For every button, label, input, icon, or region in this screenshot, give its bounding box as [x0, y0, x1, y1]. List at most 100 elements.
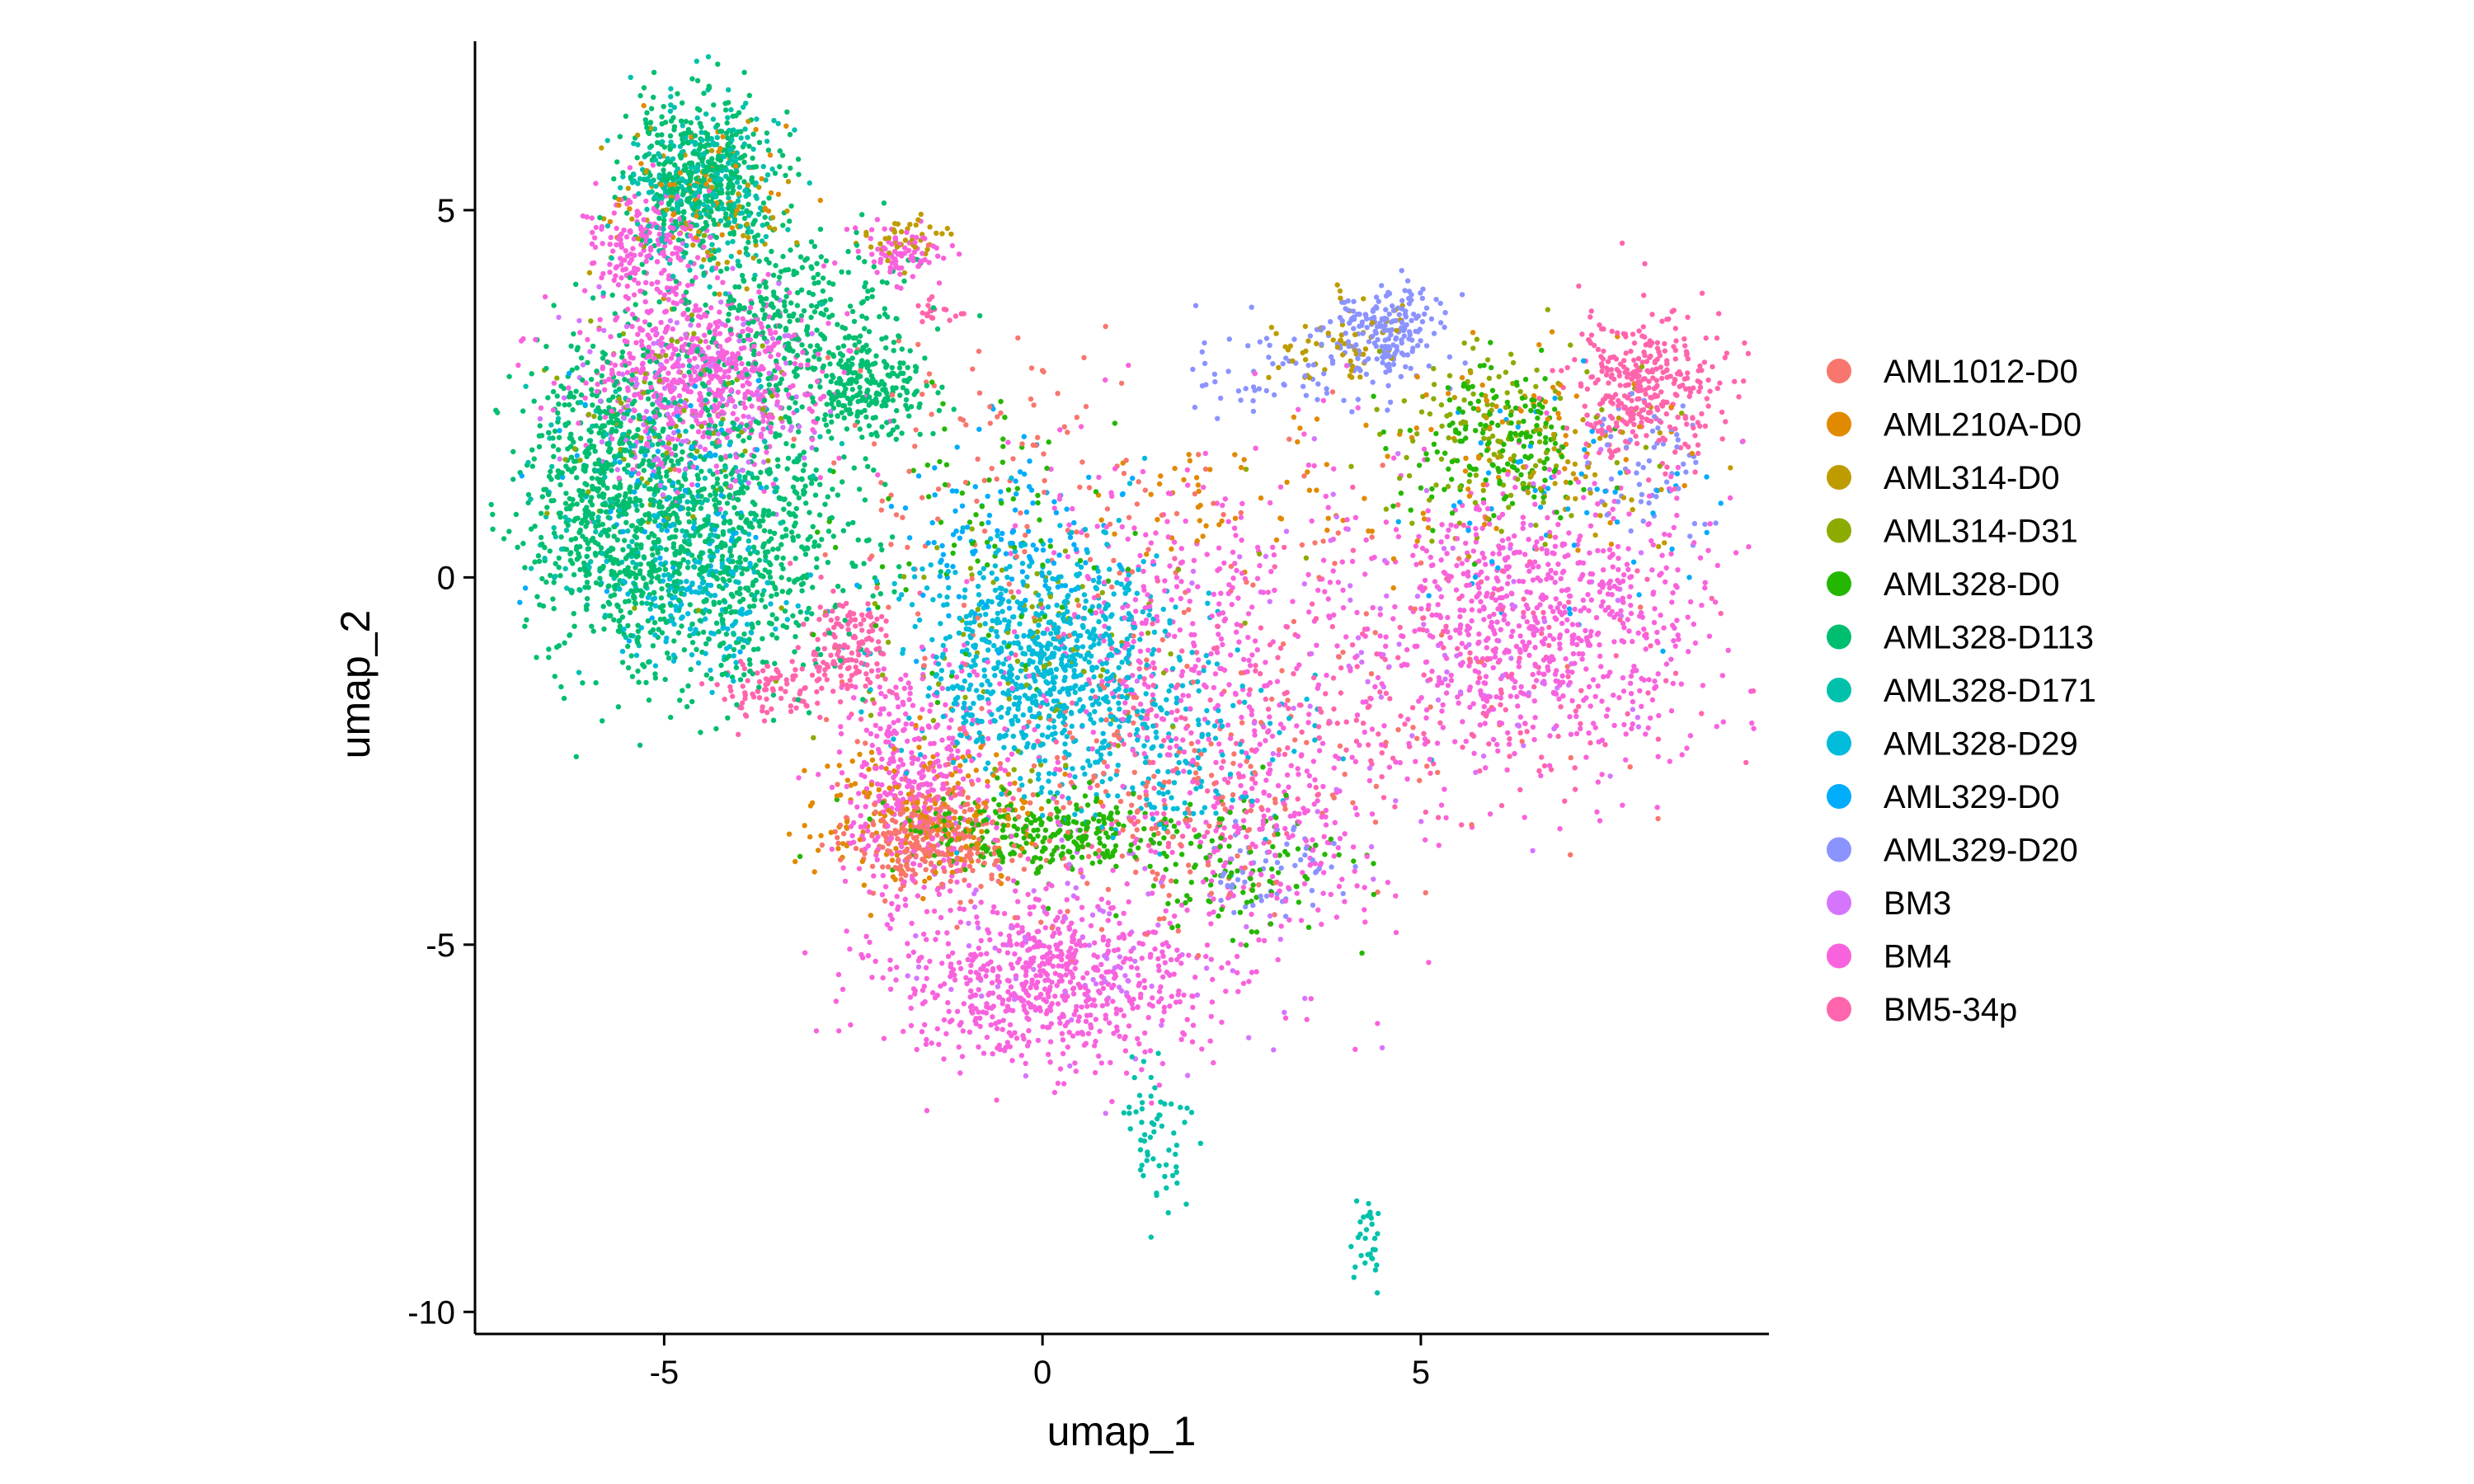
point-BM4 — [1141, 751, 1147, 757]
point-AML314-D0 — [724, 260, 730, 265]
point-AML328-D113 — [689, 640, 696, 646]
point-BM4 — [863, 804, 868, 810]
point-AML328-D113 — [552, 674, 557, 679]
point-AML210A-D0 — [1493, 525, 1499, 532]
point-AML328-D0 — [1260, 764, 1266, 770]
point-BM4 — [1316, 748, 1323, 754]
point-AML329-D20 — [1640, 518, 1646, 524]
point-AML210A-D0 — [1314, 487, 1319, 493]
point-AML314-D31 — [1466, 478, 1472, 485]
point-AML1012-D0 — [869, 863, 876, 870]
point-AML328-D29 — [727, 644, 733, 650]
point-BM5-34p — [1672, 347, 1679, 353]
point-AML1012-D0 — [1414, 735, 1420, 741]
point-AML210A-D0 — [793, 858, 798, 865]
point-AML328-D0 — [1188, 840, 1194, 847]
point-AML328-D113 — [788, 300, 794, 306]
point-AML329-D0 — [1451, 503, 1457, 509]
point-BM4 — [934, 1026, 941, 1032]
point-BM4 — [713, 463, 719, 469]
point-BM5-34p — [1710, 364, 1715, 369]
point-BM4 — [1331, 466, 1337, 472]
point-BM4 — [1530, 724, 1536, 730]
point-BM4 — [1749, 720, 1755, 726]
point-AML328-D171 — [644, 600, 650, 606]
point-BM4 — [796, 775, 802, 781]
point-BM5-34p — [1572, 787, 1578, 792]
point-BM5-34p — [920, 318, 925, 325]
point-BM4 — [1426, 960, 1432, 965]
point-AML314-D31 — [1542, 542, 1548, 547]
point-BM5-34p — [1641, 293, 1647, 298]
point-AML328-D113 — [760, 636, 765, 641]
point-BM5-34p — [1681, 336, 1687, 342]
point-AML314-D0 — [934, 230, 939, 236]
point-BM4 — [1526, 537, 1531, 542]
point-AML329-D0 — [1067, 534, 1074, 540]
point-AML328-D113 — [633, 534, 640, 541]
point-BM5-34p — [1521, 596, 1526, 602]
point-AML328-D29 — [1235, 647, 1240, 653]
point-AML328-D113 — [930, 430, 936, 437]
point-BM5-34p — [1151, 665, 1158, 671]
point-BM4 — [1268, 569, 1274, 575]
point-AML329-D0 — [888, 504, 895, 510]
point-BM4 — [897, 790, 904, 796]
point-AML328-D113 — [727, 577, 732, 584]
point-BM4 — [882, 226, 887, 232]
point-BM4 — [1626, 628, 1632, 634]
point-AML328-D29 — [703, 616, 708, 622]
point-BM4 — [1305, 720, 1311, 726]
point-BM4 — [1197, 839, 1204, 845]
point-BM4 — [1556, 696, 1562, 702]
point-BM4 — [923, 1041, 929, 1047]
point-BM4 — [642, 319, 648, 325]
point-AML328-D113 — [736, 433, 741, 439]
point-BM4 — [1532, 715, 1538, 721]
point-BM4 — [1697, 555, 1704, 561]
point-BM4 — [1628, 673, 1634, 679]
point-AML328-D0 — [1112, 420, 1118, 426]
point-AML329-D20 — [1388, 331, 1394, 338]
point-AML1012-D0 — [1131, 720, 1136, 726]
point-AML328-D113 — [700, 629, 707, 635]
point-BM3 — [1368, 843, 1375, 850]
point-AML328-D113 — [751, 348, 757, 354]
point-AML328-D113 — [822, 501, 828, 507]
point-BM5-34p — [868, 668, 875, 674]
point-AML328-D113 — [840, 479, 845, 485]
point-AML328-D0 — [1249, 899, 1254, 904]
point-BM4 — [1494, 619, 1500, 625]
point-AML328-D171 — [723, 167, 729, 173]
point-BM4 — [1354, 883, 1360, 889]
point-AML1012-D0 — [1166, 892, 1172, 899]
point-AML314-D31 — [1404, 454, 1409, 461]
point-BM4 — [1169, 993, 1175, 999]
point-AML314-D31 — [1532, 463, 1539, 469]
point-AML328-D113 — [783, 533, 789, 538]
point-BM5-34p — [875, 674, 881, 679]
point-BM4 — [1094, 524, 1100, 529]
point-AML314-D31 — [586, 411, 592, 417]
point-AML328-D29 — [1027, 563, 1032, 569]
point-AML328-D113 — [775, 463, 781, 469]
point-BM4 — [1516, 659, 1522, 665]
point-AML328-D113 — [903, 397, 910, 403]
point-BM4 — [1719, 673, 1725, 679]
point-AML328-D113 — [939, 384, 945, 390]
point-AML328-D113 — [525, 491, 532, 498]
point-AML314-D0 — [1302, 323, 1309, 330]
point-BM4 — [1567, 714, 1573, 720]
point-AML329-D0 — [1485, 470, 1492, 476]
point-AML210A-D0 — [869, 757, 876, 763]
point-BM5-34p — [853, 623, 858, 629]
point-AML328-D113 — [720, 617, 726, 622]
point-BM5-34p — [1702, 423, 1709, 429]
point-AML328-D113 — [802, 462, 807, 467]
point-BM4 — [894, 284, 900, 289]
point-AML1012-D0 — [976, 858, 981, 864]
point-BM3 — [1267, 913, 1273, 919]
point-AML1012-D0 — [1456, 556, 1462, 561]
point-BM5-34p — [1486, 741, 1492, 747]
